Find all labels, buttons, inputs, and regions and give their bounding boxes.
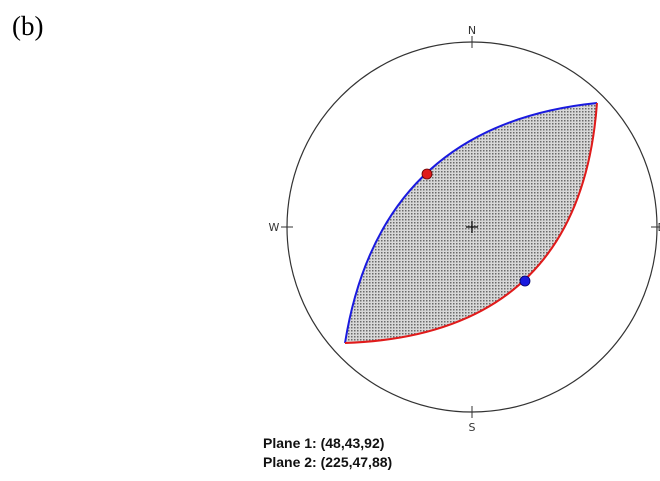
south-label: S <box>469 421 476 434</box>
east-label: E <box>658 221 660 234</box>
panel-label: (b) <box>12 11 43 41</box>
west-label: W <box>269 221 280 234</box>
pole-red <box>421 168 433 180</box>
plane-1-label: Plane 1: (48,43,92) <box>263 435 384 451</box>
north-label: N <box>468 24 476 37</box>
shaded-quadrant <box>345 103 597 343</box>
pole-blue <box>519 275 531 287</box>
plane-2-label: Plane 2: (225,47,88) <box>263 454 392 470</box>
